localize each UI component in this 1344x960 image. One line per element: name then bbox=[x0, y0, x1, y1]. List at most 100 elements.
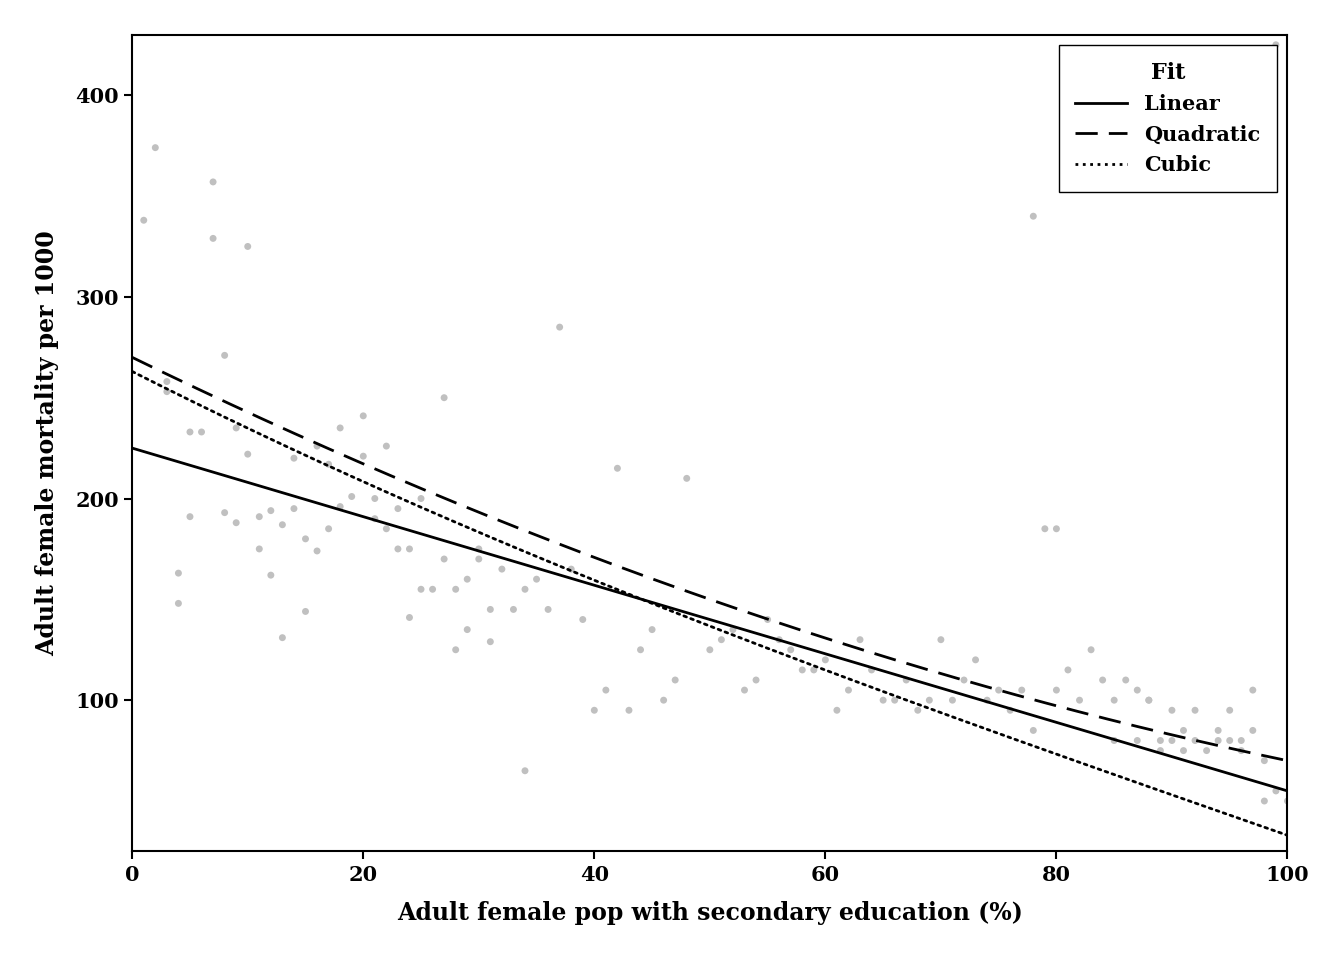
Point bbox=[1011, 683, 1032, 698]
Point bbox=[664, 672, 685, 687]
Point bbox=[237, 239, 258, 254]
Point bbox=[1161, 732, 1183, 748]
Point bbox=[676, 470, 698, 486]
Point bbox=[849, 632, 871, 647]
Point bbox=[1126, 683, 1148, 698]
Point bbox=[226, 420, 247, 436]
Point bbox=[953, 672, 974, 687]
Point bbox=[884, 692, 906, 708]
Point bbox=[1091, 672, 1113, 687]
Point bbox=[734, 683, 755, 698]
Point bbox=[1034, 521, 1055, 537]
Point bbox=[203, 175, 224, 190]
Point bbox=[1000, 703, 1021, 718]
Point bbox=[387, 541, 409, 557]
Point bbox=[271, 630, 293, 645]
Point bbox=[895, 672, 917, 687]
Point bbox=[284, 450, 305, 466]
Point bbox=[814, 652, 836, 667]
Point bbox=[1196, 743, 1218, 758]
Point bbox=[872, 692, 894, 708]
Point bbox=[457, 571, 478, 587]
Point bbox=[214, 505, 235, 520]
Point bbox=[445, 582, 466, 597]
Point bbox=[191, 424, 212, 440]
Point bbox=[364, 511, 386, 526]
Point bbox=[168, 565, 190, 581]
Legend: Linear, Quadratic, Cubic: Linear, Quadratic, Cubic bbox=[1059, 45, 1277, 192]
Point bbox=[641, 622, 663, 637]
Point bbox=[399, 610, 421, 625]
Point bbox=[1023, 723, 1044, 738]
Point bbox=[261, 567, 282, 583]
Point bbox=[1161, 703, 1183, 718]
Point bbox=[1138, 692, 1160, 708]
Point bbox=[827, 703, 848, 718]
Point bbox=[1277, 793, 1298, 808]
Point bbox=[179, 509, 200, 524]
Point bbox=[457, 622, 478, 637]
Point bbox=[1231, 732, 1253, 748]
Point bbox=[1149, 732, 1171, 748]
Point bbox=[375, 439, 396, 454]
Point bbox=[1265, 37, 1286, 53]
Point bbox=[988, 683, 1009, 698]
Point bbox=[179, 424, 200, 440]
Point bbox=[1242, 683, 1263, 698]
Point bbox=[930, 632, 952, 647]
Point bbox=[1081, 642, 1102, 658]
Point bbox=[792, 662, 813, 678]
Point bbox=[341, 489, 363, 504]
Point bbox=[329, 499, 351, 515]
Point bbox=[526, 571, 547, 587]
Point bbox=[491, 562, 512, 577]
Point bbox=[746, 672, 767, 687]
Point bbox=[1149, 743, 1171, 758]
Point bbox=[653, 692, 675, 708]
Point bbox=[1173, 743, 1195, 758]
Y-axis label: Adult female mortality per 1000: Adult female mortality per 1000 bbox=[35, 230, 59, 656]
Point bbox=[226, 516, 247, 531]
Point bbox=[618, 703, 640, 718]
Point bbox=[133, 212, 155, 228]
Point bbox=[595, 683, 617, 698]
Point bbox=[1138, 692, 1160, 708]
Point bbox=[1219, 703, 1241, 718]
Point bbox=[1046, 521, 1067, 537]
Point bbox=[1173, 723, 1195, 738]
X-axis label: Adult female pop with secondary education (%): Adult female pop with secondary educatio… bbox=[396, 901, 1023, 925]
Point bbox=[294, 604, 316, 619]
Point bbox=[1103, 692, 1125, 708]
Point bbox=[306, 439, 328, 454]
Point bbox=[214, 348, 235, 363]
Point bbox=[976, 692, 997, 708]
Point bbox=[249, 509, 270, 524]
Point bbox=[249, 541, 270, 557]
Point bbox=[503, 602, 524, 617]
Point bbox=[156, 373, 177, 389]
Point bbox=[699, 642, 720, 658]
Point bbox=[1207, 732, 1228, 748]
Point bbox=[804, 662, 825, 678]
Point bbox=[294, 531, 316, 546]
Point bbox=[1231, 743, 1253, 758]
Point bbox=[271, 517, 293, 533]
Point bbox=[284, 501, 305, 516]
Point bbox=[965, 652, 986, 667]
Point bbox=[145, 140, 167, 156]
Point bbox=[1254, 793, 1275, 808]
Point bbox=[203, 230, 224, 246]
Point bbox=[942, 692, 964, 708]
Point bbox=[630, 642, 652, 658]
Point bbox=[538, 602, 559, 617]
Point bbox=[468, 551, 489, 566]
Point bbox=[399, 541, 421, 557]
Point bbox=[433, 390, 454, 405]
Point bbox=[1184, 732, 1206, 748]
Point bbox=[769, 632, 790, 647]
Point bbox=[1219, 732, 1241, 748]
Point bbox=[1046, 683, 1067, 698]
Point bbox=[468, 541, 489, 557]
Point bbox=[860, 662, 882, 678]
Point bbox=[410, 491, 431, 506]
